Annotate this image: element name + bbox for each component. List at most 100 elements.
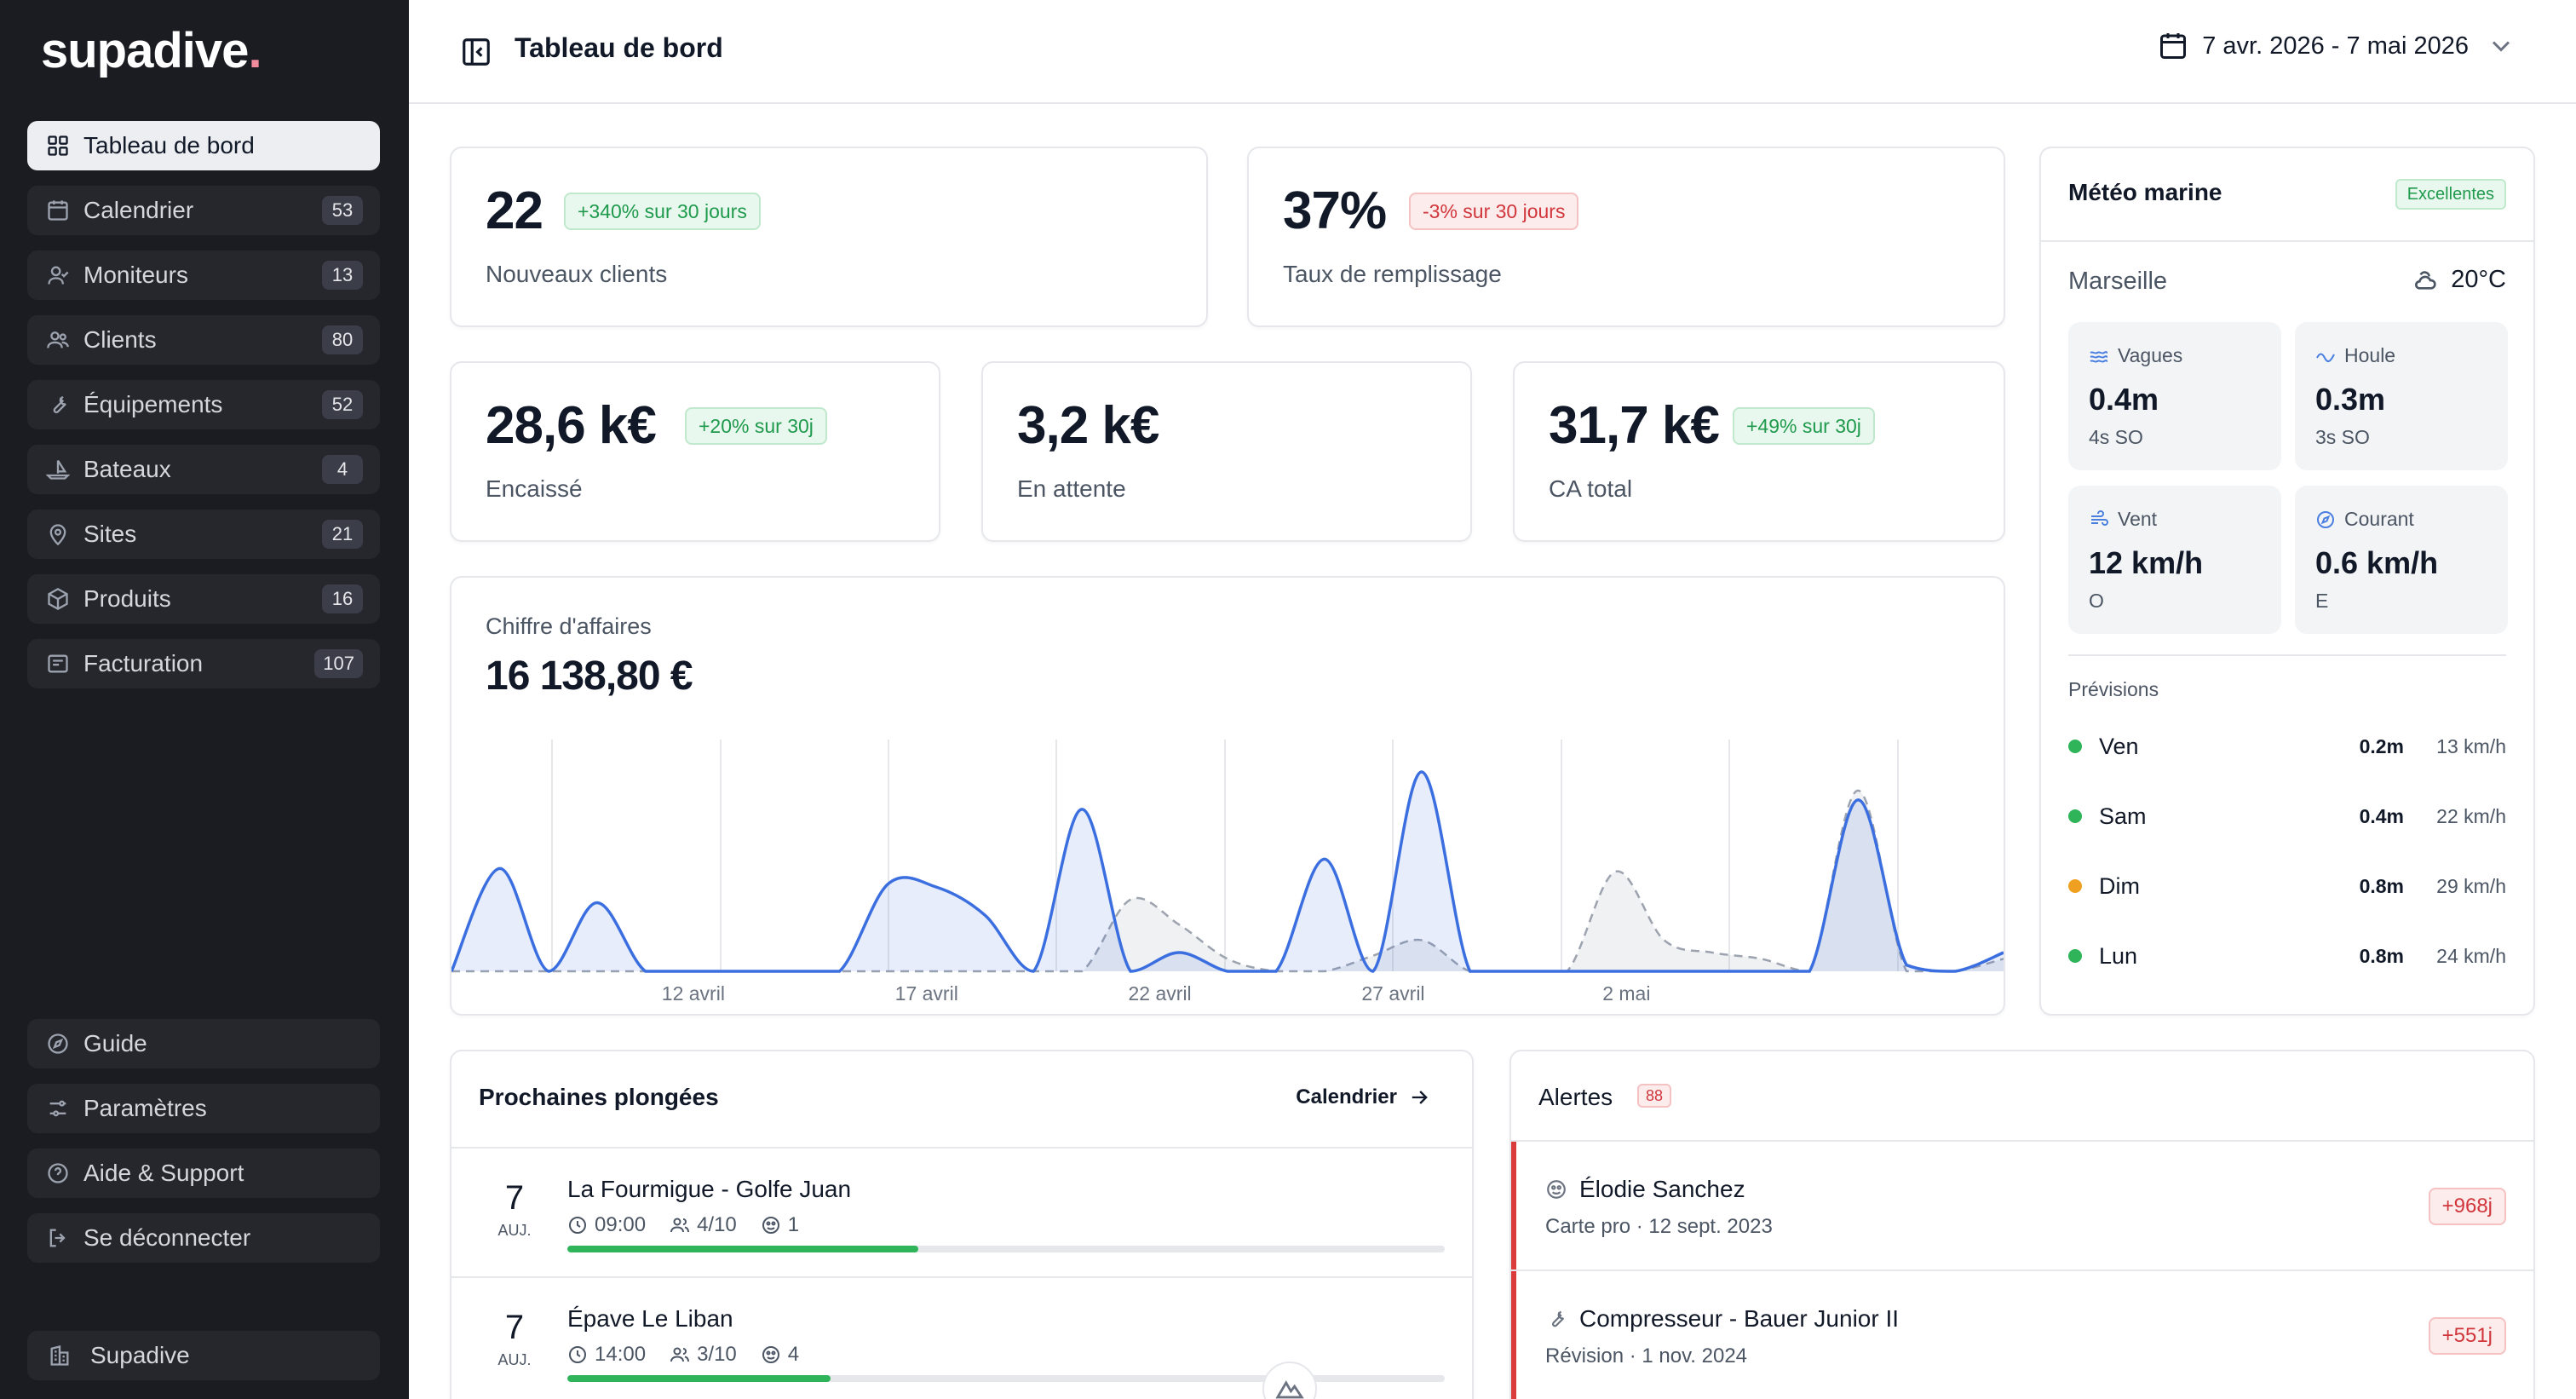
instructor-icon (762, 1346, 779, 1363)
alert-subtitle: Carte pro · 12 sept. 2023 (1545, 1215, 1773, 1238)
sidebar-item-label: Calendrier (83, 197, 194, 223)
wrench-icon (1552, 1310, 1565, 1327)
sidebar-item-label: Bateaux (83, 456, 171, 482)
revenue-value: 16 138,80 € (486, 653, 693, 699)
dive-row[interactable]: 7 AUJ. La Fourmigue - Golfe Juan 09:00 4… (451, 1147, 1472, 1276)
weather-card: Météo marine Excellentes Marseille 20°C … (2039, 147, 2535, 1016)
package-icon (46, 587, 70, 611)
page-title: Tableau de bord (515, 32, 723, 63)
trend-badge: +20% sur 30j (685, 407, 827, 445)
kpi-value: 3,2 k€ (1017, 396, 1159, 455)
overdue-badge: +968j (2428, 1188, 2506, 1225)
sidebar-item-label: Clients (83, 326, 157, 353)
kpi-label: Encaissé (486, 475, 583, 502)
alert-severity-bar (1511, 1271, 1516, 1399)
weather-tile-swell: Houle 0.3m 3s SO (2295, 322, 2508, 470)
next-dives-card: Prochaines plongées Calendrier 7 AUJ. La… (450, 1050, 1474, 1399)
x-tick-label: 17 avril (895, 982, 958, 1005)
count-badge: 53 (322, 196, 363, 225)
count-badge: 80 (322, 325, 363, 354)
date-range-picker[interactable]: 7 avr. 2026 - 7 mai 2026 (2158, 31, 2516, 61)
x-tick-label: 12 avril (662, 982, 725, 1005)
sliders-icon (46, 1097, 70, 1120)
sidebar-item-help[interactable]: Aide & Support (27, 1149, 380, 1198)
sidebar-item-label: Aide & Support (83, 1160, 244, 1186)
users-icon (670, 1218, 690, 1233)
dive-site: Épave Le Liban (567, 1305, 733, 1332)
calendar-icon (46, 199, 70, 222)
weather-tile-wind: Vent 12 km/h O (2068, 486, 2281, 634)
date-range-label: 7 avr. 2026 - 7 mai 2026 (2202, 32, 2469, 60)
sidebar-item-billing[interactable]: Facturation 107 (27, 639, 380, 688)
alert-row[interactable]: Compresseur - Bauer Junior II Révision ·… (1511, 1269, 2533, 1399)
chevron-down-icon (2492, 41, 2510, 52)
help-circle-icon (46, 1161, 70, 1185)
alert-severity-bar (1511, 1142, 1516, 1269)
wind-icon (2091, 510, 2108, 526)
alerts-count-badge: 88 (1637, 1084, 1672, 1108)
kpi-value: 28,6 k€ (486, 396, 657, 455)
status-dot (2068, 879, 2082, 893)
sidebar-item-dashboard[interactable]: Tableau de bord (27, 121, 380, 170)
sidebar-item-calendar[interactable]: Calendrier 53 (27, 186, 380, 235)
status-dot (2068, 740, 2082, 753)
status-dot (2068, 949, 2082, 963)
topbar: Tableau de bord 7 avr. 2026 - 7 mai 2026 (409, 0, 2576, 104)
alerts-card: Alertes 88 Élodie Sanchez Carte pro · 12… (1509, 1050, 2535, 1399)
alert-subtitle: Révision · 1 nov. 2024 (1545, 1344, 1748, 1367)
kpi-new-clients: 22 +340% sur 30 jours Nouveaux clients (450, 147, 1208, 327)
forecast-title: Prévisions (2068, 678, 2159, 700)
tile-value: 12 km/h (2089, 545, 2204, 580)
dive-day: 7 (504, 1179, 525, 1217)
sidebar-item-logout[interactable]: Se déconnecter (27, 1213, 380, 1263)
tile-sub: 3s SO (2315, 426, 2370, 448)
compass-icon (2317, 510, 2334, 528)
sidebar-item-settings[interactable]: Paramètres (27, 1084, 380, 1133)
sidebar-item-guide[interactable]: Guide (27, 1019, 380, 1068)
weather-tile-current: Courant 0.6 km/h E (2295, 486, 2508, 634)
building-icon (48, 1344, 72, 1367)
floating-devtools-button[interactable] (1262, 1362, 1317, 1399)
weather-city: Marseille (2068, 268, 2168, 295)
count-badge: 52 (322, 390, 363, 419)
org-label: Supadive (90, 1342, 190, 1368)
tile-value: 0.3m (2315, 382, 2386, 417)
dive-meta: 09:00 4/10 1 (567, 1213, 823, 1237)
sidebar: supadive. Tableau de bord Calendrier 53 … (0, 0, 409, 1399)
wrench-icon (46, 393, 70, 417)
clock-icon (569, 1217, 586, 1234)
kpi-label: En attente (1017, 475, 1126, 502)
sidebar-item-sites[interactable]: Sites 21 (27, 510, 380, 559)
series-line (451, 770, 2004, 973)
logout-icon (46, 1226, 70, 1250)
sidebar-item-equipment[interactable]: Équipements 52 (27, 380, 380, 429)
sidebar-item-instructors[interactable]: Moniteurs 13 (27, 250, 380, 300)
sailboat-icon (46, 458, 70, 481)
dive-site: La Fourmigue - Golfe Juan (567, 1176, 852, 1202)
dive-row[interactable]: 7 AUJ. Épave Le Liban 14:00 3/10 4 (451, 1276, 1472, 1399)
count-badge: 4 (322, 455, 363, 484)
swell-icon (2316, 353, 2335, 362)
kpi-label: Taux de remplissage (1283, 261, 1502, 287)
clock-icon (569, 1346, 586, 1363)
revenue-label: Chiffre d'affaires (486, 613, 652, 639)
sidebar-item-label: Produits (83, 585, 171, 612)
kpi-label: Nouveaux clients (486, 261, 668, 287)
sidebar-item-label: Guide (83, 1030, 147, 1056)
org-switcher[interactable]: Supadive (27, 1331, 380, 1380)
calendar-link[interactable]: Calendrier (1296, 1085, 1431, 1109)
alert-row[interactable]: Élodie Sanchez Carte pro · 12 sept. 2023… (1511, 1140, 2533, 1269)
user-check-icon (46, 263, 70, 287)
sidebar-item-products[interactable]: Produits 16 (27, 574, 380, 624)
sidebar-item-clients[interactable]: Clients 80 (27, 315, 380, 365)
sidebar-item-label: Tableau de bord (83, 132, 255, 158)
series-line (451, 789, 2004, 973)
sidebar-toggle-button[interactable] (460, 36, 492, 68)
cloud-sun-icon (2415, 270, 2436, 290)
revenue-chart[interactable]: 12 avril 17 avril 22 avril 27 avril 2 mai (451, 740, 2004, 1012)
forecast-row: Dim 0.8m 29 km/h (2068, 869, 2506, 903)
tile-sub: 4s SO (2089, 426, 2143, 448)
sidebar-item-boats[interactable]: Bateaux 4 (27, 445, 380, 494)
tile-value: 0.4m (2089, 382, 2159, 417)
brand-logo[interactable]: supadive. (41, 23, 262, 78)
